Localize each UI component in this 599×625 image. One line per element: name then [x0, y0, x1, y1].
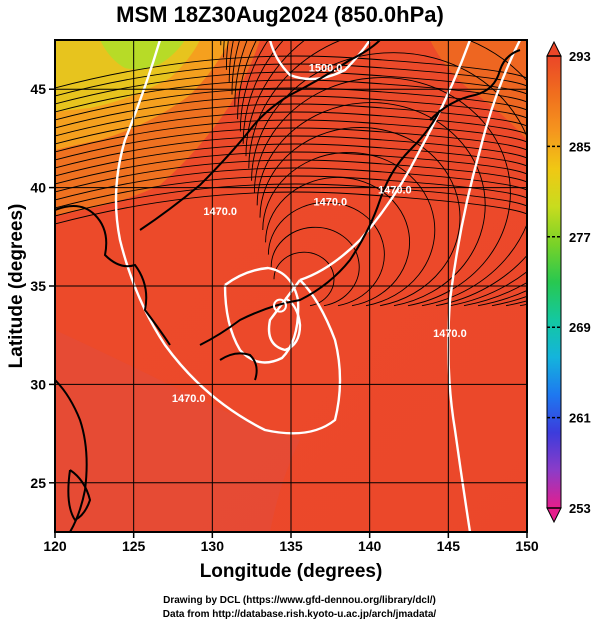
- contour-label: 1470.0: [314, 196, 348, 208]
- streamline: [55, 119, 527, 153]
- field-band-green: [100, 40, 185, 70]
- streamline: [55, 143, 527, 177]
- field-band-southwest: [55, 330, 300, 532]
- streamline: [248, 40, 527, 307]
- streamline: [256, 102, 486, 307]
- chart-title: MSM 18Z30Aug2024 (850.0hPa): [116, 2, 444, 27]
- colorbar-bottom-arrow: [546, 507, 562, 524]
- contour-label: 1470.0: [433, 328, 467, 340]
- coastline-kyushu: [219, 352, 258, 381]
- contour-labels: 1470.0 1470.0 1470.0 1470.0 1470.0 1500.0: [172, 62, 467, 405]
- colorbar-tick-label: 293: [569, 49, 591, 64]
- contour-1500-east: [447, 40, 522, 532]
- coastline-hokkaido: [429, 49, 521, 121]
- coastline-korea-china: [55, 205, 171, 346]
- y-tick-label: 30: [30, 376, 46, 392]
- y-tick-label: 45: [30, 81, 46, 97]
- y-tick-label: 35: [30, 278, 46, 294]
- gridlines: [55, 40, 527, 532]
- streamline: [253, 77, 511, 307]
- colorbar-tick-label: 269: [569, 320, 591, 335]
- contour-label: 1470.0: [203, 206, 237, 218]
- y-tick-label: 25: [30, 475, 46, 491]
- typhoon-center: [272, 298, 287, 313]
- credit-line-data: Data from http://database.rish.kyoto-u.a…: [162, 609, 437, 620]
- streamline: [55, 127, 527, 161]
- x-tick-label: 145: [437, 538, 461, 554]
- coastlines: [55, 40, 521, 532]
- x-tick-label: 135: [279, 538, 303, 554]
- streamline: [55, 103, 527, 137]
- streamline: [270, 226, 360, 307]
- streamline: [55, 191, 527, 225]
- colorbar-tick-label: 277: [569, 230, 591, 245]
- x-tick-label: 125: [122, 538, 146, 554]
- coastline-russia: [249, 40, 381, 131]
- colorbar-ticks: 293 285 277 269 261 253: [547, 49, 591, 516]
- colorbar-tick-label: 285: [569, 139, 591, 154]
- coastline-japan-main: [199, 109, 441, 346]
- x-tick-label: 140: [358, 538, 382, 554]
- coastline-north-korea: [139, 129, 251, 231]
- streamline: [55, 175, 527, 209]
- x-axis-label: Longitude (degrees): [200, 561, 383, 582]
- contour-1470-west: [114, 40, 342, 435]
- contour-label: 1470.0: [378, 185, 412, 197]
- streamline: [55, 95, 527, 129]
- colorbar-bar: [546, 55, 562, 509]
- credit-line-drawing: Drawing by DCL (https://www.gfd-dennou.o…: [163, 595, 436, 606]
- colorbar-tick-label: 253: [569, 501, 591, 516]
- streamline: [55, 167, 527, 201]
- x-tick-label: 120: [43, 538, 67, 554]
- streamline: [55, 63, 527, 97]
- streamline: [273, 251, 335, 307]
- x-axis-ticks: 120 125 130 135 140 145 150: [43, 532, 539, 554]
- coastline-china-south: [55, 379, 88, 532]
- colorbar-tick-label: 261: [569, 411, 591, 426]
- contour-typhoon-outer: [223, 266, 300, 364]
- y-axis-ticks: 25 30 35 40 45: [30, 81, 55, 491]
- streamline: [262, 152, 436, 307]
- contour-label: 1500.0: [309, 62, 343, 74]
- x-tick-label: 150: [515, 538, 539, 554]
- streamline: [55, 151, 527, 185]
- colorbar: 293 285 277 269 261 253: [546, 40, 591, 524]
- chart-svg: 1470.0 1470.0 1470.0 1470.0 1470.0 1500.0 120…: [6, 39, 591, 582]
- streamline: [55, 159, 527, 193]
- contour-label: 1470.0: [172, 393, 206, 405]
- colorbar-top-arrow: [546, 40, 562, 57]
- y-tick-label: 40: [30, 180, 46, 196]
- streamline: [55, 55, 527, 89]
- x-tick-label: 130: [201, 538, 225, 554]
- streamline: [55, 111, 527, 145]
- streamline: [55, 79, 527, 113]
- streamline: [55, 135, 527, 169]
- streamlines: [55, 40, 527, 307]
- streamline: [267, 201, 385, 307]
- y-axis-label: Latitude (degrees): [6, 204, 27, 369]
- streamline: [55, 183, 527, 217]
